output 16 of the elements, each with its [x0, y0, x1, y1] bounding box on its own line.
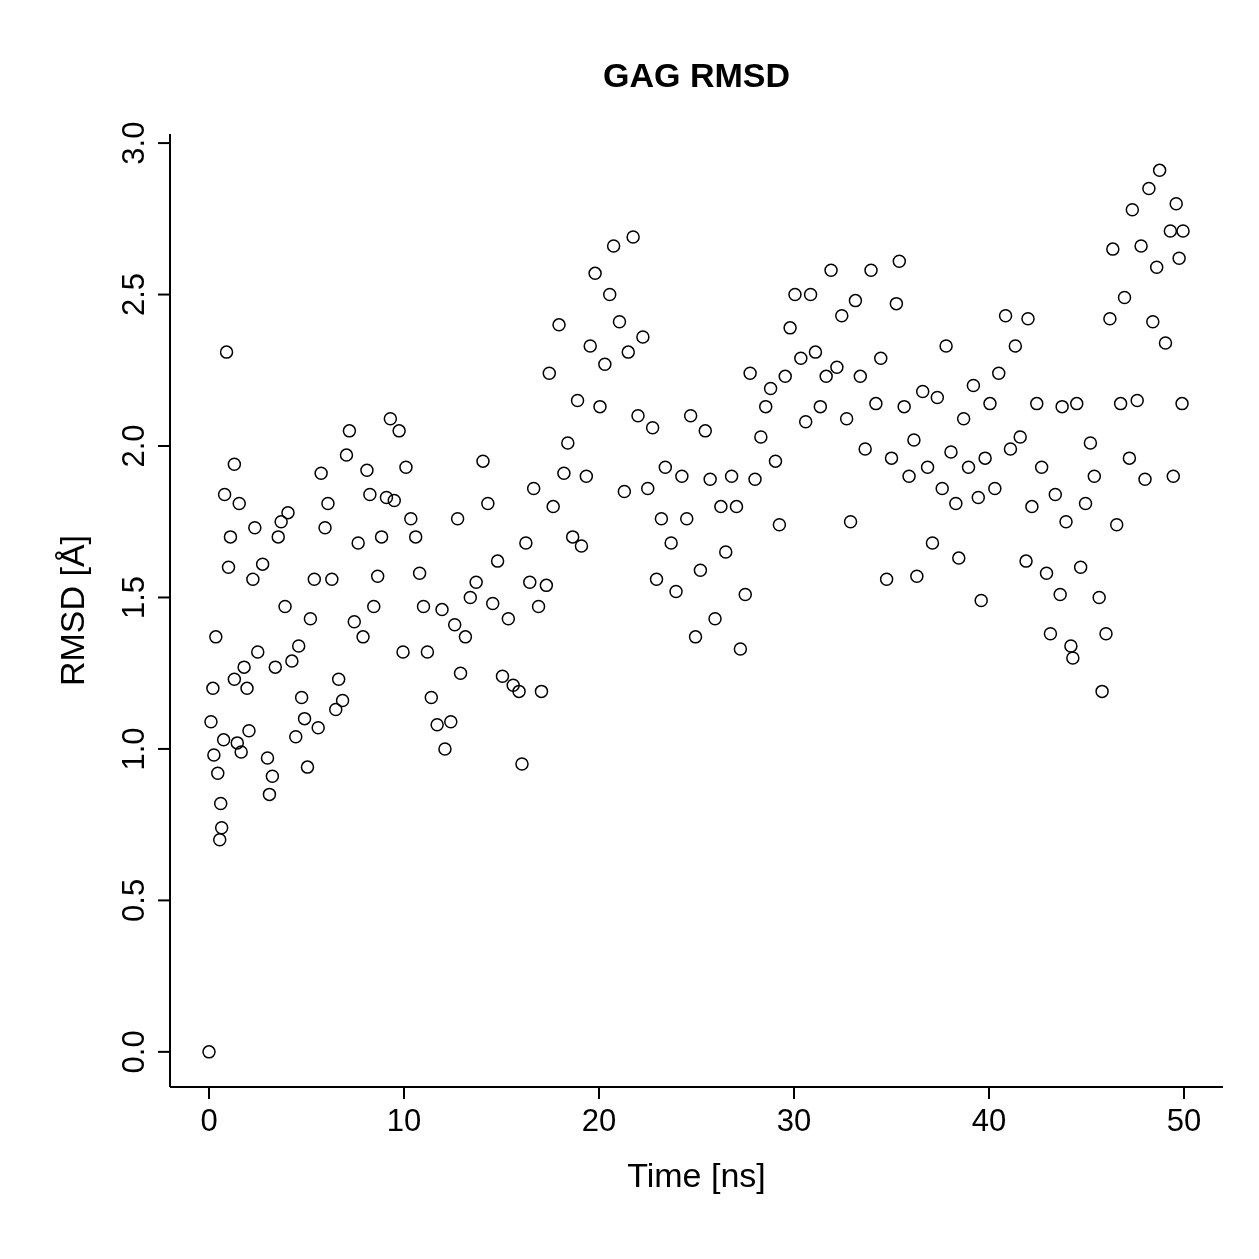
y-tick-label: 1.5 [116, 575, 151, 620]
x-tick-label: 40 [971, 1103, 1007, 1138]
x-axis-title: Time [ns] [627, 1156, 766, 1194]
y-tick-label: 0.0 [116, 1030, 151, 1074]
x-tick-label: 50 [1166, 1103, 1202, 1138]
x-tick-label: 10 [386, 1103, 422, 1138]
y-tick-label: 1.0 [116, 727, 151, 771]
x-tick-label: 0 [200, 1103, 218, 1138]
chart-title: GAG RMSD [602, 56, 791, 95]
y-tick-label: 2.5 [116, 273, 151, 317]
y-axis-title: RMSD [Å] [53, 534, 92, 687]
y-tick-label: 3.0 [116, 121, 151, 165]
x-tick-label: 30 [776, 1103, 812, 1138]
y-tick-label: 2.0 [116, 424, 151, 468]
x-tick-label: 20 [581, 1103, 617, 1138]
y-tick-label: 0.5 [116, 878, 151, 922]
